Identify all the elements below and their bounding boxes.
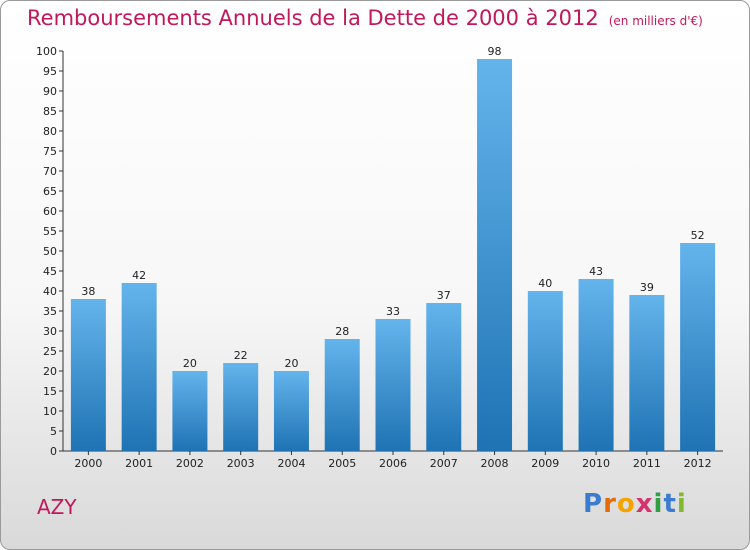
y-tick-label: 80 xyxy=(43,125,57,138)
y-tick-label: 40 xyxy=(43,285,57,298)
y-tick-label: 70 xyxy=(43,165,57,178)
y-tick-label: 5 xyxy=(50,425,57,438)
chart-title: Remboursements Annuels de la Dette de 20… xyxy=(27,6,599,30)
x-tick-label: 2004 xyxy=(277,457,305,470)
bar xyxy=(578,279,614,451)
y-tick-label: 30 xyxy=(43,325,57,338)
y-tick-label: 35 xyxy=(43,305,57,318)
y-tick-label: 60 xyxy=(43,205,57,218)
data-label: 22 xyxy=(234,349,248,362)
y-tick-label: 90 xyxy=(43,85,57,98)
data-label: 28 xyxy=(335,325,349,338)
bar xyxy=(680,243,716,451)
logo-letter: t xyxy=(663,489,677,519)
y-tick-label: 15 xyxy=(43,385,57,398)
y-tick-label: 50 xyxy=(43,245,57,258)
bar xyxy=(121,283,157,451)
title-row: Remboursements Annuels de la Dette de 20… xyxy=(27,6,703,30)
data-label: 98 xyxy=(488,45,502,58)
x-tick-label: 2011 xyxy=(633,457,661,470)
data-label: 20 xyxy=(183,357,197,370)
logo-letter: r xyxy=(603,489,617,519)
proxiti-logo: Proxiti xyxy=(583,489,687,519)
data-label: 38 xyxy=(81,285,95,298)
x-tick-label: 2008 xyxy=(481,457,509,470)
bar xyxy=(324,339,360,451)
x-tick-label: 2005 xyxy=(328,457,356,470)
bar xyxy=(273,371,309,451)
logo-letter: P xyxy=(583,489,604,519)
bar xyxy=(477,59,513,451)
x-tick-label: 2000 xyxy=(74,457,102,470)
y-tick-label: 95 xyxy=(43,65,57,78)
x-tick-label: 2010 xyxy=(582,457,610,470)
x-tick-label: 2007 xyxy=(430,457,458,470)
data-label: 39 xyxy=(640,281,654,294)
bar xyxy=(70,299,106,451)
x-tick-label: 2002 xyxy=(176,457,204,470)
y-tick-label: 0 xyxy=(50,445,57,458)
y-tick-label: 65 xyxy=(43,185,57,198)
data-label: 43 xyxy=(589,265,603,278)
y-tick-label: 20 xyxy=(43,365,57,378)
x-tick-label: 2009 xyxy=(531,457,559,470)
bar xyxy=(527,291,563,451)
x-tick-label: 2006 xyxy=(379,457,407,470)
bar xyxy=(629,295,665,451)
bar xyxy=(223,363,259,451)
x-tick-label: 2012 xyxy=(684,457,712,470)
data-label: 40 xyxy=(538,277,552,290)
unit-label: (en milliers d'€) xyxy=(608,14,703,28)
bar xyxy=(375,319,411,451)
y-tick-label: 25 xyxy=(43,345,57,358)
data-label: 52 xyxy=(691,229,705,242)
y-tick-label: 75 xyxy=(43,145,57,158)
data-label: 37 xyxy=(437,289,451,302)
logo-letter: o xyxy=(616,489,636,519)
logo-letter: i xyxy=(653,489,664,519)
data-label: 42 xyxy=(132,269,146,282)
data-label: 20 xyxy=(284,357,298,370)
y-tick-label: 55 xyxy=(43,225,57,238)
bar xyxy=(172,371,208,451)
y-tick-label: 100 xyxy=(36,45,57,58)
y-tick-label: 85 xyxy=(43,105,57,118)
y-tick-label: 45 xyxy=(43,265,57,278)
bar xyxy=(426,303,462,451)
logo-letter: i xyxy=(676,489,687,519)
x-tick-label: 2003 xyxy=(227,457,255,470)
commune-name: AZY xyxy=(37,495,77,519)
y-tick-label: 10 xyxy=(43,405,57,418)
data-label: 33 xyxy=(386,305,400,318)
logo-letter: x xyxy=(635,489,654,519)
x-tick-label: 2001 xyxy=(125,457,153,470)
